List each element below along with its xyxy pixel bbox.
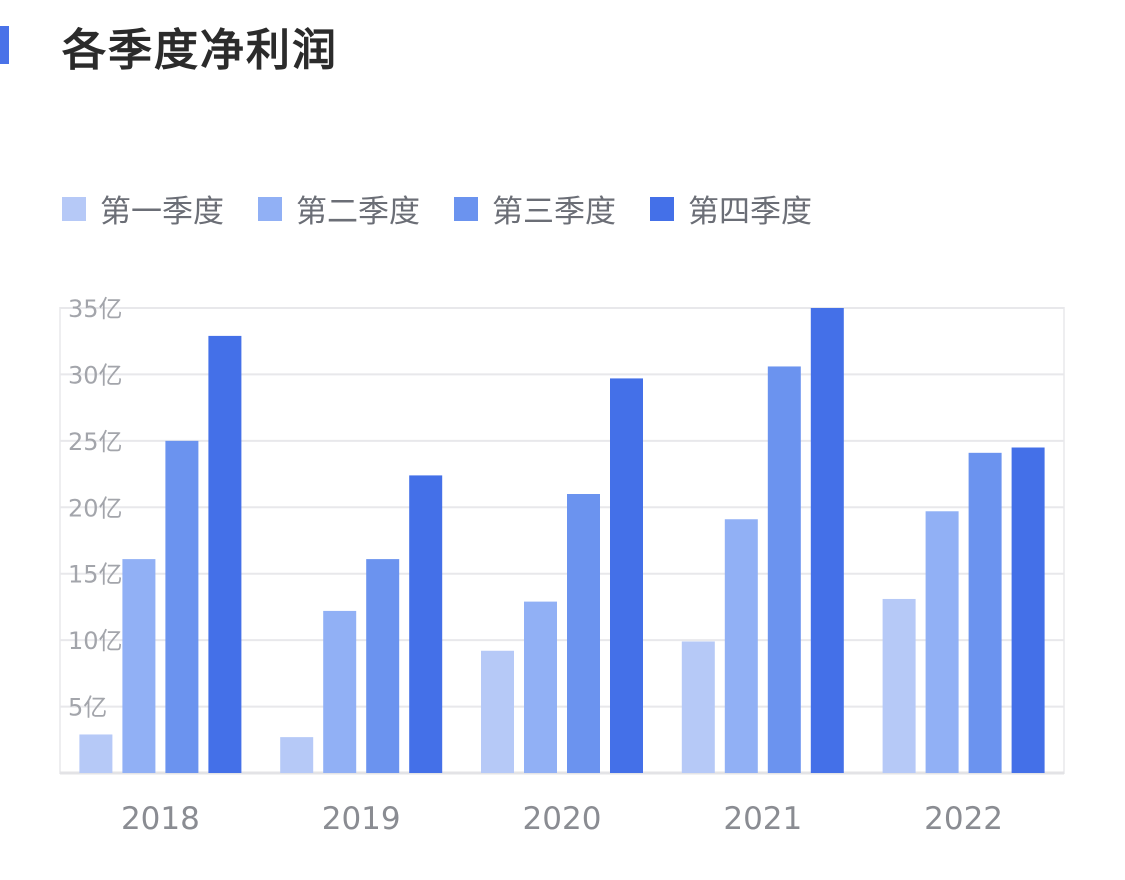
legend-item-q3: 第三季度	[454, 186, 616, 231]
legend-label-q2: 第二季度	[296, 194, 420, 230]
legend-label-q4: 第四季度	[688, 194, 812, 230]
bar-2021-q3	[767, 366, 801, 773]
bar-2018-q3	[165, 440, 199, 773]
legend-swatch-q3	[454, 196, 478, 221]
y-tick-35: 35亿	[68, 295, 123, 323]
bar-2019-q3	[366, 559, 400, 773]
legend-swatch-q4	[650, 196, 674, 221]
page-title: 各季度净利润	[62, 25, 338, 76]
bar-2022-q3	[968, 452, 1002, 773]
bar-2020-q3	[567, 494, 600, 773]
y-tick-20: 20亿	[68, 494, 123, 522]
legend-swatch-q1	[62, 196, 86, 221]
y-tick-30: 30亿	[68, 361, 123, 389]
bar-2020-q2	[524, 601, 557, 773]
bar-2021-q1	[681, 641, 715, 773]
chart-legend: 第一季度 第二季度 第三季度 第四季度	[62, 186, 846, 231]
bar-2020-q1	[481, 650, 514, 773]
bar-2022-q2	[925, 511, 959, 773]
bar-2019-q1	[280, 737, 314, 773]
bar-2018-q1	[79, 734, 113, 773]
title-accent-bar	[0, 26, 9, 64]
bar-2019-q4	[409, 475, 443, 773]
x-tick-2022: 2022	[924, 801, 1003, 837]
legend-label-q3: 第三季度	[492, 194, 616, 230]
x-tick-2019: 2019	[322, 801, 401, 837]
y-tick-5: 5亿	[68, 694, 107, 722]
bar-2019-q2	[323, 610, 357, 773]
bar-2021-q4	[810, 308, 844, 773]
bar-2022-q4	[1011, 447, 1045, 773]
legend-label-q1: 第一季度	[100, 194, 224, 230]
legend-item-q2: 第二季度	[258, 186, 420, 231]
bar-2022-q1	[882, 598, 916, 773]
legend-swatch-q2	[258, 196, 282, 221]
bar-2018-q4	[208, 335, 242, 773]
bar-2021-q2	[724, 519, 758, 773]
legend-item-q4: 第四季度	[650, 186, 812, 231]
x-tick-2021: 2021	[723, 801, 802, 837]
bar-2018-q2	[122, 559, 156, 773]
bar-2020-q4	[610, 378, 643, 773]
y-tick-10: 10亿	[68, 627, 123, 655]
legend-item-q1: 第一季度	[62, 186, 224, 231]
y-tick-15: 15亿	[68, 561, 123, 589]
x-tick-2018: 2018	[121, 801, 200, 837]
y-tick-25: 25亿	[68, 428, 123, 456]
x-tick-2020: 2020	[523, 801, 602, 837]
